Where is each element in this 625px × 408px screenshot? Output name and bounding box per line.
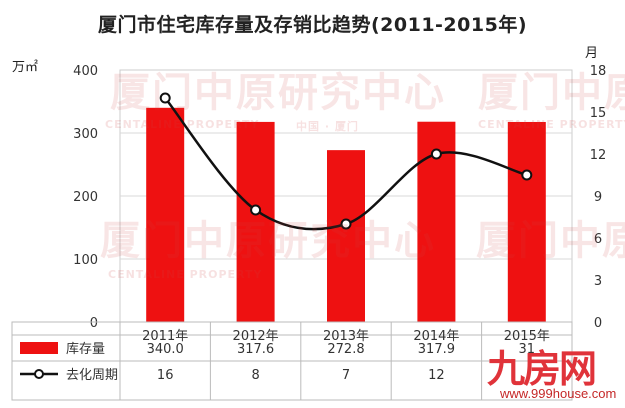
- line-point-3: [340, 218, 352, 230]
- y-right-tick-label: 12: [590, 148, 607, 163]
- line-point-2: [250, 204, 262, 216]
- legend-swatch-marker: [34, 369, 44, 379]
- legend-swatch-bar: [20, 342, 58, 354]
- y-right-tick-label: 15: [590, 106, 607, 121]
- table-value-line: 8: [251, 368, 259, 383]
- table-value-bar: 317.6: [237, 342, 274, 357]
- x-tick-label: 2013年: [323, 329, 369, 344]
- table-value-line: 7: [342, 368, 350, 383]
- chart-title: 厦门市住宅库存量及存销比趋势(2011-2015年): [97, 14, 527, 36]
- bar-1: [146, 107, 185, 322]
- line-point-4: [430, 148, 442, 160]
- y-right-tick-label: 18: [590, 64, 607, 79]
- legend-label-line: 去化周期: [66, 368, 118, 383]
- table-value-bar: 31: [519, 342, 536, 357]
- bar-5: [507, 121, 546, 322]
- y-left-tick-label: 300: [73, 127, 98, 142]
- site-logo: 九房网: [487, 347, 597, 391]
- site-url: www.999house.com: [500, 386, 617, 401]
- legend-label-bar: 库存量: [66, 341, 105, 357]
- y-left-tick-label: 200: [73, 190, 98, 205]
- bar-3: [327, 150, 365, 322]
- y-left-tick-label: 0: [90, 316, 98, 331]
- y-left-tick-label: 100: [73, 253, 98, 268]
- y-right-unit-label: 月: [585, 46, 599, 61]
- y-right-tick-label: 3: [594, 274, 602, 289]
- y-left-unit-label: 万㎡: [12, 60, 39, 75]
- y-right-tick-label: 0: [594, 316, 602, 331]
- y-right-tick-label: 9: [594, 190, 602, 205]
- table-value-line: 12: [428, 368, 445, 383]
- x-tick-label: 2014年: [413, 329, 459, 344]
- x-tick-label: 2011年: [142, 329, 188, 344]
- x-tick-label: 2015年: [504, 329, 550, 344]
- x-tick-label: 2012年: [233, 329, 279, 344]
- bar-2: [236, 121, 275, 322]
- y-right-tick-label: 6: [594, 232, 602, 247]
- table-value-line: 16: [157, 368, 174, 383]
- table-value-bar: 317.9: [418, 342, 455, 357]
- line-point-1: [159, 92, 171, 104]
- table-value-bar: 272.8: [327, 342, 364, 357]
- line-point-5: [521, 169, 533, 181]
- table-value-bar: 340.0: [147, 342, 184, 357]
- y-left-tick-label: 400: [73, 64, 98, 79]
